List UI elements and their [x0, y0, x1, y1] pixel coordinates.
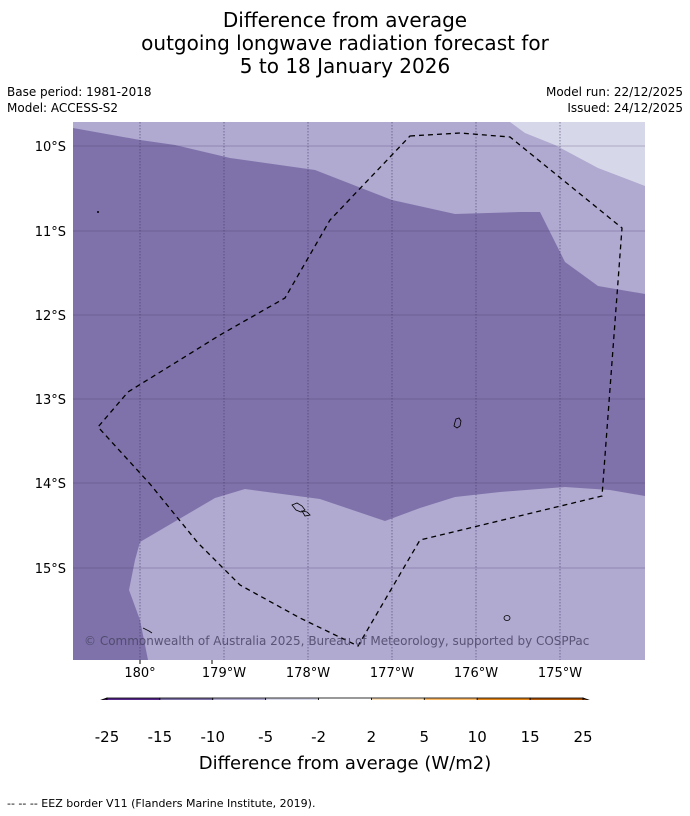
lon-label-179w: 179°W: [202, 666, 246, 681]
island-rotuma-east: [453, 417, 462, 429]
colorbar-tick-label: 10: [467, 728, 487, 746]
colorbar-segment: [318, 697, 372, 700]
lon-labels: 180° 179°W 178°W 177°W 176°W 175°W: [124, 666, 582, 681]
title-line-1: Difference from average: [222, 8, 468, 32]
lat-label-10s: 10°S: [35, 140, 66, 155]
island-southeast: [503, 615, 511, 621]
copyright-text: © Commonwealth of Australia 2025, Bureau…: [84, 634, 589, 648]
issued-date: Issued: 24/12/2025: [567, 101, 683, 115]
colorbar-segment: [106, 697, 161, 700]
base-period: Base period: 1981-2018: [7, 85, 152, 99]
lon-label-177w: 177°W: [370, 666, 414, 681]
colorbar-tick-label: -15: [147, 728, 173, 746]
gridlines: [73, 122, 645, 660]
lon-label-180: 180°: [124, 666, 155, 681]
colorbar-segment: [159, 697, 214, 700]
colorbar-segment: [265, 697, 319, 700]
colorbar-tick-label: 5: [419, 728, 430, 746]
island-west-dot: [97, 211, 99, 213]
lat-label-15s: 15°S: [35, 562, 66, 577]
lon-label-176w: 176°W: [454, 666, 498, 681]
map-figure: © Commonwealth of Australia 2025, Bureau…: [35, 122, 645, 700]
colorbar-extend-high: [582, 697, 590, 700]
colorbar-tick-label: -10: [200, 728, 226, 746]
colorbar-segment: [529, 697, 584, 700]
lon-label-178w: 178°W: [286, 666, 330, 681]
lat-label-11s: 11°S: [35, 225, 66, 240]
colorbar-segment: [476, 697, 531, 700]
colorbar-tick-label: -25: [94, 728, 120, 746]
colorbar-extend-low: [100, 697, 108, 700]
colorbar-tick-label: 2: [366, 728, 377, 746]
colorbar-title: Difference from average (W/m2): [198, 753, 492, 774]
model-name: Model: ACCESS-S2: [7, 101, 119, 115]
lon-ticks: [139, 660, 213, 664]
anomaly-zone-minus5-north: [510, 122, 645, 186]
colorbar-tick-label: -5: [258, 728, 274, 746]
colorbar-tick-label: -2: [311, 728, 327, 746]
colorbar-segment: [371, 697, 425, 700]
title-line-2: outgoing longwave radiation forecast for: [141, 31, 549, 55]
colorbar-segment: [212, 697, 267, 700]
lon-label-175w: 175°W: [538, 666, 582, 681]
lat-labels: 10°S 11°S 12°S 13°S 14°S 15°S: [35, 140, 66, 577]
colorbar-tick-label: 15: [520, 728, 540, 746]
island-southwest: [142, 627, 153, 634]
lat-label-13s: 13°S: [35, 393, 66, 408]
title-line-3: 5 to 18 January 2026: [239, 54, 451, 78]
lat-label-12s: 12°S: [35, 309, 66, 324]
colorbar-tick-label: 25: [573, 728, 593, 746]
colorbar-segment: [423, 697, 478, 700]
model-run: Model run: 22/12/2025: [545, 85, 683, 99]
eez-border: [97, 132, 623, 647]
colorbar: [100, 697, 590, 700]
eez-footnote: -- -- -- EEZ border V11 (Flanders Marine…: [7, 797, 316, 810]
lat-label-14s: 14°S: [35, 477, 66, 492]
anomaly-zone-minus10-south: [129, 487, 645, 660]
island-group-center: [291, 502, 311, 517]
anomaly-zone-minus10-north: [73, 122, 645, 294]
